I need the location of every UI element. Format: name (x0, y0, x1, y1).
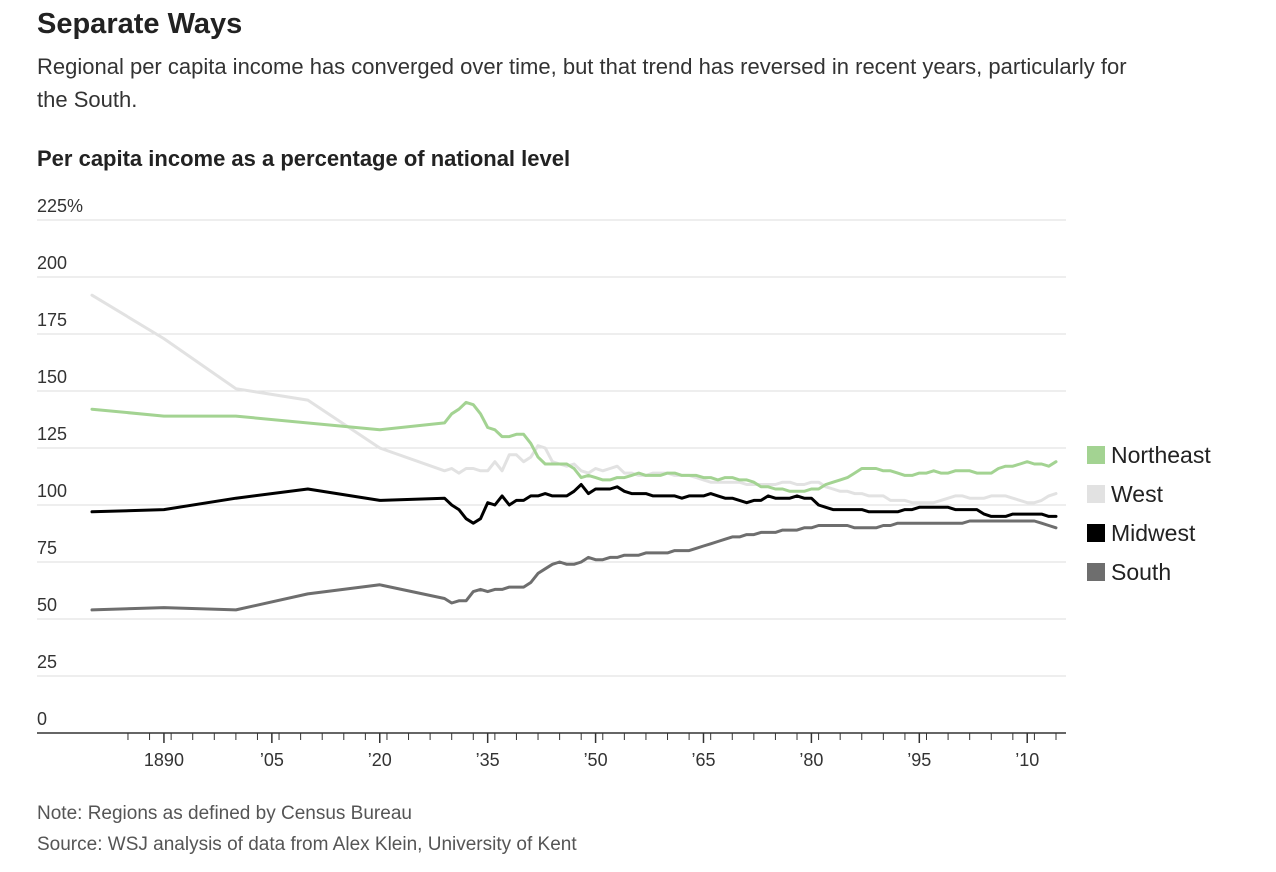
y-tick-label: 75 (37, 538, 57, 558)
series-lines (90, 293, 1058, 612)
chart-source: Source: WSJ analysis of data from Alex K… (37, 834, 577, 855)
line-chart: 0 25 50 75 100 125 150 175 200 225% 1890 ’05 ’20 ’35… (37, 196, 1211, 770)
legend: Northeast West Midwest South (1087, 442, 1211, 585)
y-tick-label: 200 (37, 253, 67, 273)
y-tick-label: 25 (37, 652, 57, 672)
series-line-west (90, 293, 1058, 505)
legend-swatch-northeast (1087, 446, 1105, 464)
chart-title-heading: Separate Ways (37, 8, 243, 40)
chart-note: Note: Regions as defined by Census Burea… (37, 803, 412, 824)
chart-subtitle: Regional per capita income has converged… (37, 54, 1127, 112)
legend-swatch-south (1087, 563, 1105, 581)
x-tick-label: ’05 (260, 750, 284, 770)
y-tick-label: 0 (37, 709, 47, 729)
legend-label-south: South (1111, 559, 1171, 585)
x-tick-label: ’80 (799, 750, 823, 770)
x-axis: 1890 ’05 ’20 ’35 ’50 ’65 ’80 ’95 ’10 (37, 732, 1066, 770)
x-tick-label: ’20 (368, 750, 392, 770)
y-tick-label: 225% (37, 196, 83, 216)
legend-swatch-west (1087, 485, 1105, 503)
x-tick-label: ’35 (476, 750, 500, 770)
y-tick-label: 175 (37, 310, 67, 330)
y-tick-label: 150 (37, 367, 67, 387)
x-tick-label: ’95 (907, 750, 931, 770)
legend-label-northeast: Northeast (1111, 442, 1211, 468)
gridlines (37, 219, 1066, 677)
series-line-midwest (90, 483, 1058, 525)
x-tick-label: 1890 (144, 750, 184, 770)
x-tick-label: ’10 (1015, 750, 1039, 770)
y-tick-label: 50 (37, 595, 57, 615)
y-axis-tick-labels: 0 25 50 75 100 125 150 175 200 225% (37, 196, 83, 729)
x-tick-label: ’65 (691, 750, 715, 770)
y-tick-label: 100 (37, 481, 67, 501)
series-line-south (90, 519, 1058, 612)
legend-label-midwest: Midwest (1111, 520, 1196, 546)
series-line-northeast (90, 400, 1058, 493)
chart-axis-description: Per capita income as a percentage of nat… (37, 146, 571, 171)
legend-label-west: West (1111, 481, 1164, 507)
x-tick-label: ’50 (584, 750, 608, 770)
y-tick-label: 125 (37, 424, 67, 444)
legend-swatch-midwest (1087, 524, 1105, 542)
